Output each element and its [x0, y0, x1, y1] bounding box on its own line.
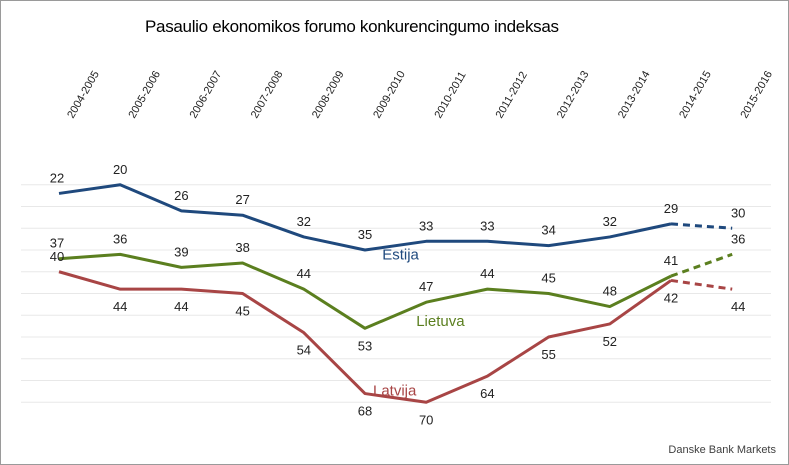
data-label: 26 [174, 188, 188, 203]
data-label: 20 [113, 162, 127, 177]
x-tick-label: 2015-2016 [738, 69, 775, 121]
data-label: 39 [174, 244, 188, 259]
x-tick-label: 2009-2010 [371, 69, 408, 121]
x-tick-label: 2004-2005 [65, 69, 102, 121]
x-tick-label: 2010-2011 [432, 70, 468, 121]
data-label: 29 [664, 201, 678, 216]
data-label: 45 [235, 304, 249, 319]
data-label: 54 [297, 343, 311, 358]
data-label: 27 [235, 192, 249, 207]
series-projection-estija [670, 222, 733, 230]
data-label: 53 [358, 338, 372, 353]
x-tick-label: 2011-2012 [494, 70, 530, 121]
x-tick-label: 2013-2014 [616, 69, 653, 121]
data-label: 36 [731, 231, 745, 246]
x-tick-label: 2008-2009 [310, 69, 347, 121]
data-label: 32 [297, 214, 311, 229]
series-line-latvija [58, 270, 672, 404]
data-label: 38 [235, 240, 249, 255]
x-tick-label: 2005-2006 [126, 69, 163, 121]
source-note: Danske Bank Markets [668, 444, 776, 456]
data-label: 36 [113, 231, 127, 246]
data-label: 68 [358, 404, 372, 419]
data-label: 44 [731, 299, 745, 314]
data-label: 40 [50, 249, 64, 264]
series-line-lietuva [58, 252, 672, 330]
x-tick-label: 2006-2007 [188, 69, 225, 121]
data-label: 52 [603, 334, 617, 349]
data-label: 42 [664, 290, 678, 305]
data-label: 44 [297, 266, 311, 281]
x-tick-label: 2012-2013 [555, 69, 592, 121]
data-label: 48 [603, 284, 617, 299]
data-label: 64 [480, 386, 494, 401]
data-label: 30 [731, 205, 745, 220]
data-label: 47 [419, 279, 433, 294]
data-label: 33 [480, 218, 494, 233]
series-projection-lietuva [670, 252, 733, 278]
data-label: 41 [664, 253, 678, 268]
data-label: 32 [603, 214, 617, 229]
data-label: 34 [541, 223, 555, 238]
data-label: 45 [541, 271, 555, 286]
series-line-estija [58, 183, 672, 252]
chart-title: Pasaulio ekonomikos forumo konkurencingu… [145, 17, 559, 36]
series-projection-latvija [670, 278, 733, 291]
series-name-label: Estija [382, 246, 419, 263]
data-label: 44 [174, 299, 188, 314]
data-label: 37 [50, 236, 64, 251]
data-label: 44 [113, 299, 127, 314]
data-label: 35 [358, 227, 372, 242]
series-name-label: Latvija [373, 383, 417, 400]
x-tick-label: 2007-2008 [249, 69, 286, 121]
data-label: 55 [541, 347, 555, 362]
series-name-label: Lietuva [416, 313, 465, 330]
data-label: 44 [480, 266, 494, 281]
data-label: 70 [419, 412, 433, 427]
data-label: 22 [50, 170, 64, 185]
data-label: 33 [419, 218, 433, 233]
x-tick-label: 2014-2015 [677, 69, 714, 121]
